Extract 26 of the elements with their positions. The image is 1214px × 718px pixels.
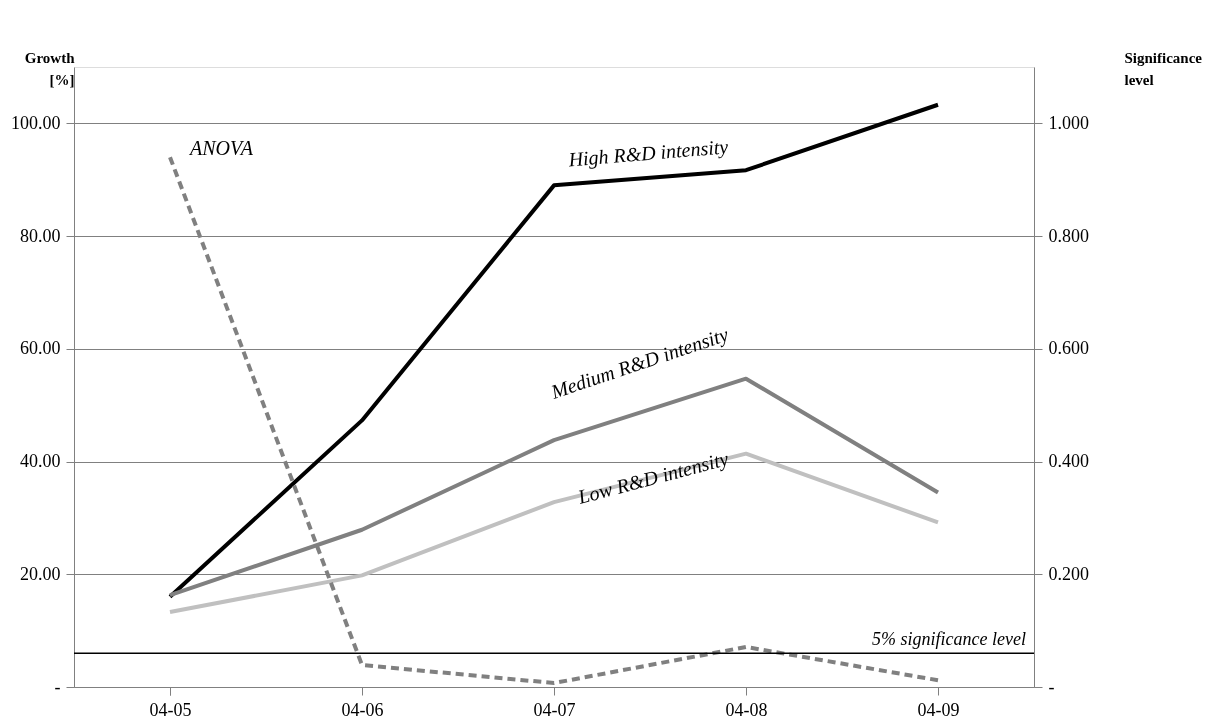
- x-tick-label: 04-07: [533, 699, 576, 718]
- y2-tick-label: 1.000: [1048, 112, 1089, 133]
- y-tick-label: 40.00: [20, 451, 61, 472]
- y2-axis-title: Significance level: [1124, 49, 1203, 88]
- line-series: [168, 451, 940, 615]
- y-axis-title: Growth [%]: [24, 49, 76, 88]
- y-tick-label: -: [54, 676, 61, 697]
- y2-tick-label: -: [1048, 676, 1055, 697]
- series-label: High R&D intensity: [566, 135, 730, 172]
- y-tick-label: 100.00: [11, 112, 61, 133]
- y-tick-label: 60.00: [20, 338, 61, 359]
- text: Medium R&D intensity: [547, 322, 732, 404]
- x-tick-label: 04-06: [341, 699, 384, 718]
- ref-line-label: 5% significance level: [872, 629, 1026, 650]
- y2-tick-label: 0.200: [1048, 563, 1089, 584]
- line-series: [168, 102, 940, 599]
- x-tick-label: 04-05: [149, 699, 192, 718]
- y2-tick-label: 0.600: [1048, 338, 1089, 359]
- y2-tick-label: 0.400: [1048, 451, 1089, 472]
- x-tick-label: 04-08: [725, 699, 768, 718]
- y2-tick-label: 0.800: [1048, 225, 1089, 246]
- text: Low R&D intensity: [574, 447, 732, 510]
- x-tick-label: 04-09: [917, 699, 960, 718]
- series-label: ANOVA: [188, 137, 254, 160]
- y-tick-label: 80.00: [20, 225, 61, 246]
- y-tick-label: 20.00: [20, 563, 61, 584]
